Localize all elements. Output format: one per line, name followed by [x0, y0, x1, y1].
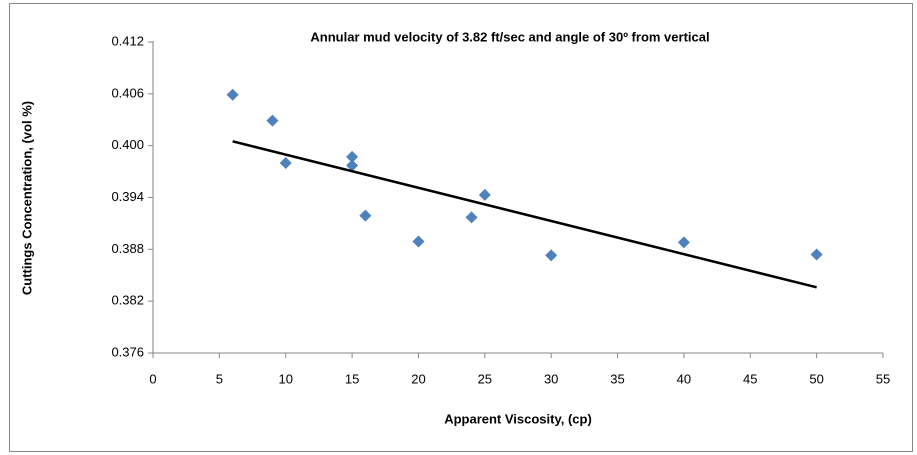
data-point: [346, 159, 359, 172]
y-tick-label: 0.376: [111, 344, 144, 359]
data-point: [359, 209, 372, 222]
data-point: [226, 88, 239, 101]
y-tick-label: 0.388: [111, 241, 144, 256]
x-tick-label: 40: [677, 371, 691, 386]
x-tick-label: 55: [876, 371, 890, 386]
chart-frame: [9, 3, 913, 452]
y-axis-label: Cuttings Concentration, (vol %): [19, 101, 34, 295]
y-tick-label: 0.406: [111, 85, 144, 100]
x-tick-label: 25: [478, 371, 492, 386]
x-tick-label: 30: [544, 371, 558, 386]
x-tick-label: 35: [610, 371, 624, 386]
data-point: [266, 114, 279, 127]
data-point: [465, 211, 478, 224]
data-point: [810, 248, 823, 261]
x-tick-label: 50: [809, 371, 823, 386]
x-tick-label: 5: [216, 371, 223, 386]
x-axis-label: Apparent Viscosity, (cp): [444, 411, 592, 426]
trendline: [232, 140, 817, 289]
x-tick-label: 0: [149, 371, 156, 386]
data-point: [346, 150, 359, 163]
data-point: [478, 188, 491, 201]
chart-title: Annular mud velocity of 3.82 ft/sec and …: [310, 29, 709, 44]
y-tick-label: 0.394: [111, 189, 144, 204]
x-tick-label: 15: [345, 371, 359, 386]
x-tick-label: 45: [743, 371, 757, 386]
data-point: [545, 249, 558, 262]
y-tick-label: 0.400: [111, 137, 144, 152]
data-point: [279, 156, 292, 169]
x-tick-label: 20: [411, 371, 425, 386]
y-tick-label: 0.412: [111, 33, 144, 48]
y-tick-label: 0.382: [111, 293, 144, 308]
data-point: [677, 236, 690, 249]
x-tick-label: 10: [278, 371, 292, 386]
data-point: [412, 235, 425, 248]
